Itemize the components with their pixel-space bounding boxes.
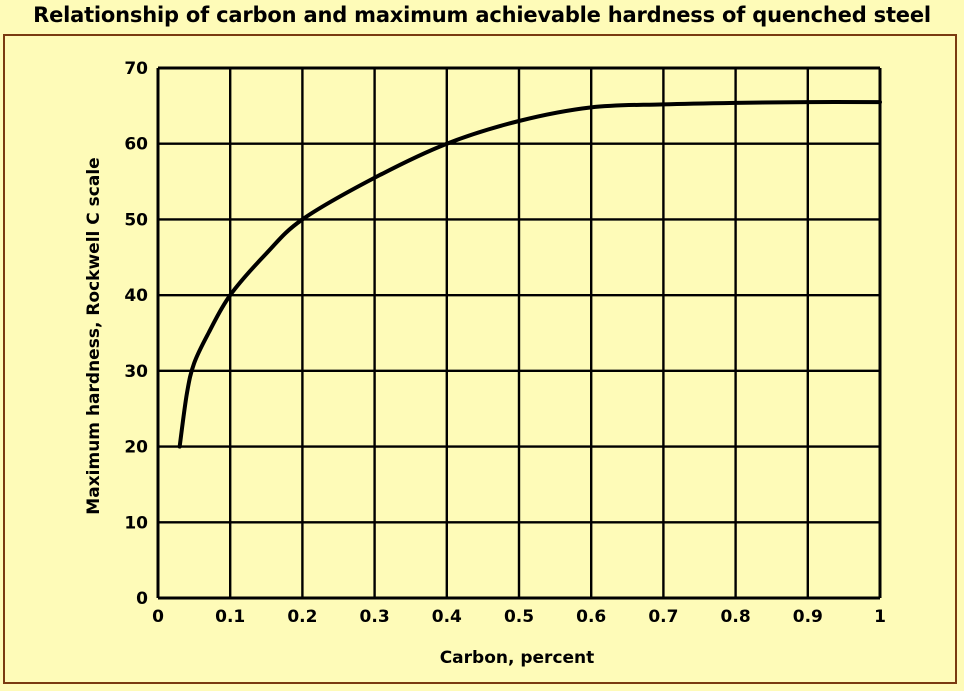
x-tick-label: 0.7 [648, 607, 678, 627]
grid [156, 66, 882, 600]
y-tick-label: 10 [124, 513, 148, 533]
y-tick-label: 50 [124, 210, 148, 230]
x-tick-label: 0 [152, 607, 164, 627]
series-line [177, 100, 882, 449]
x-axis-label: Carbon, percent [440, 648, 595, 668]
x-tick-label: 0.4 [432, 607, 462, 627]
series-layer [177, 100, 882, 449]
chart-title: Relationship of carbon and maximum achie… [33, 3, 931, 27]
x-tick-label: 0.8 [721, 607, 751, 627]
x-tick-label: 1 [874, 607, 886, 627]
x-tick-label: 0.6 [576, 607, 606, 627]
x-tick-label: 0.3 [360, 607, 390, 627]
tick-labels: 0 0.1 0.2 0.3 0.4 0.5 0.6 0.7 0.8 0.9 101020304050… [124, 59, 886, 627]
chart-frame [3, 34, 957, 684]
x-tick-label: 0.1 [215, 607, 245, 627]
y-tick-label: 0 [136, 589, 148, 609]
y-tick-label: 40 [124, 286, 148, 306]
y-axis-label: Maximum hardness, Rockwell C scale [84, 157, 104, 514]
y-tick-label: 20 [124, 438, 148, 458]
x-tick-label: 0.5 [504, 607, 534, 627]
x-tick-label: 0.2 [287, 607, 317, 627]
y-tick-label: 30 [124, 362, 148, 382]
y-tick-label: 70 [124, 59, 148, 79]
x-tick-label: 0.9 [793, 607, 823, 627]
y-tick-label: 60 [124, 135, 148, 155]
